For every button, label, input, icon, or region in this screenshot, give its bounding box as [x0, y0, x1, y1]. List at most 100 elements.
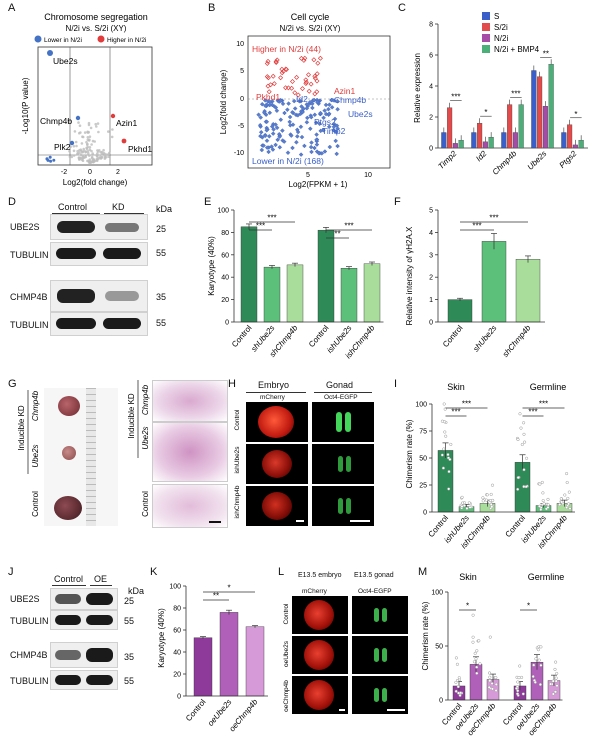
b-point-lower: [264, 138, 270, 143]
sig-label: *: [466, 602, 469, 611]
xtick-label: shChmp4b: [501, 323, 533, 359]
a-legend-lower-dot: [34, 35, 42, 43]
f-ylabel: Relative intensity of γH2A.X: [405, 226, 414, 325]
b-point-lower: [334, 151, 339, 157]
a-point-ns: [68, 149, 71, 153]
a-point-ns: [68, 155, 72, 158]
c-xtick-label: Id2: [474, 149, 489, 164]
b-xtick-1: 5: [306, 172, 310, 179]
bar: [447, 299, 473, 323]
g-histology-ube2s: [152, 422, 228, 482]
b-point-lower: [266, 149, 271, 155]
a-point-ns: [80, 142, 84, 145]
panel-letter-g: G: [8, 378, 17, 390]
b-point-higher: [312, 91, 318, 97]
a-point-ube2s: [47, 50, 53, 56]
c-bar: [507, 104, 513, 149]
b-point-lower: [277, 145, 283, 150]
b-lower-label: Lower in N/2i (168): [252, 156, 324, 166]
m-group-germline: Germline: [528, 572, 565, 582]
b-point-lower: [258, 133, 263, 139]
data-point: [471, 635, 475, 639]
b-point-lower: [288, 123, 293, 128]
g-histology-chmp4b: [152, 380, 228, 422]
b-point-lower: [335, 107, 340, 112]
xtick-label: Control: [230, 323, 254, 349]
c-legend-label: N/2i: [494, 34, 508, 43]
b-ytick-3: 0: [240, 96, 244, 103]
ytick-label: 100: [217, 208, 229, 215]
b-label-azin1: Azin1: [334, 86, 356, 96]
data-point: [539, 663, 543, 667]
h-gonad-control: [312, 402, 374, 442]
data-point: [490, 483, 495, 487]
data-point: [551, 679, 555, 683]
b-point-higher: [279, 70, 285, 76]
data-point: [563, 493, 567, 497]
b-point-lower: [259, 101, 265, 107]
d-row-tubulin-2: TUBULIN: [10, 320, 49, 330]
c-bars: Timp2 *** Id2 * Chmp4b *** Ube2s ** Ptgs2 *: [436, 49, 584, 177]
a-point-ns: [90, 149, 93, 153]
l-col-embryo: E13.5 embryo: [298, 572, 342, 579]
a-legend-lower: Lower in N/2i: [44, 37, 82, 44]
data-point: [539, 645, 543, 649]
c-bar: [477, 123, 483, 149]
panel-letter-k: K: [150, 566, 158, 578]
c-bar: [567, 124, 573, 149]
data-point: [516, 476, 520, 480]
panel-b-ma-plot: Cell cycle N/2i vs. S/2i (XY) Higher in …: [219, 12, 391, 189]
a-point-ns: [107, 130, 110, 133]
b-point-lower: [304, 106, 310, 111]
panel-letter-m: M: [418, 566, 428, 578]
data-point: [554, 676, 558, 680]
a-label-pkhd1: Pkhd1: [128, 144, 152, 154]
b-point-higher: [302, 55, 308, 61]
b-higher-label: Higher in N/2i (44): [252, 44, 321, 54]
data-point: [560, 500, 564, 504]
b-point-lower: [309, 140, 314, 145]
a-point-ns: [73, 130, 77, 133]
data-point: [494, 682, 498, 686]
h-col-embryo: Embryo: [258, 380, 290, 390]
panel-a-volcano-plot: Chromosome segregation N/2i vs. S/2i (XY…: [21, 12, 153, 187]
c-xtick-label: Chmp4b: [491, 149, 519, 177]
ytick-label: 100: [415, 402, 427, 409]
c-legend: S S/2i N/2i N/2i + BMP4: [482, 12, 540, 54]
a-point-ns: [91, 152, 94, 155]
c-legend-label: N/2i + BMP4: [494, 45, 540, 54]
h-embryo-ishube2s: [246, 444, 308, 484]
c-ytick-label: 6: [429, 53, 433, 60]
a-point-ns: [93, 159, 97, 163]
b-xtick-2: 10: [364, 172, 372, 179]
a-point-ns: [87, 123, 91, 127]
d-row-ube2s: UBE2S: [10, 222, 40, 232]
a-point-ns: [108, 151, 111, 155]
j-row-tubulin-1: TUBULIN: [10, 616, 49, 626]
b-point-lower: [302, 143, 307, 149]
a-label-ube2s: Ube2s: [53, 56, 78, 66]
a-point-ns: [92, 160, 95, 164]
b-label-pkhd1: Pkhd1: [256, 92, 280, 102]
b-point-lower: [335, 143, 340, 149]
b-point-lower: [294, 140, 299, 145]
data-point: [488, 675, 492, 679]
d-blot-ube2s: [50, 214, 148, 240]
d-blot-tubulin-2: [50, 312, 148, 336]
panel-letter-c: C: [398, 2, 406, 14]
a-point-ns: [88, 135, 92, 138]
data-point: [489, 502, 493, 507]
b-ytick-5: -10: [234, 150, 244, 157]
b-ytick-1: 10: [236, 41, 244, 48]
b-point-lower: [311, 97, 317, 103]
a-point-ns: [78, 156, 82, 160]
b-point-lower: [256, 112, 261, 117]
c-sig-label: ***: [511, 90, 520, 99]
bar: [263, 266, 281, 323]
b-point-lower: [264, 145, 270, 150]
bar: [286, 264, 304, 323]
panel-g-gonad-images: Inducible KD Chmp4b Ube2s Control Induci…: [0, 378, 228, 528]
a-point-ns: [78, 124, 82, 127]
